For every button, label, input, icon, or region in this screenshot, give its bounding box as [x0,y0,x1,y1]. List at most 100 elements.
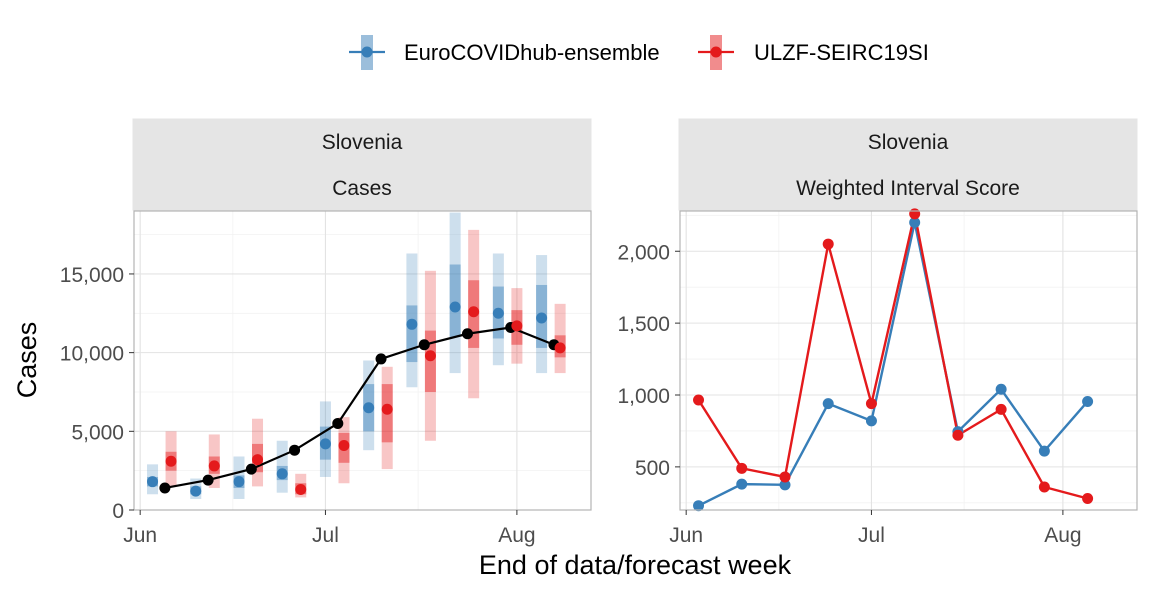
median-point-euro [406,318,418,330]
wis-y-tick-label: 500 [635,457,670,480]
cases-x-tick-label: Aug [498,524,535,547]
median-point-ulzf [381,403,393,415]
wis-point-ulzf [865,398,877,410]
observed-point [289,444,301,456]
legend-label-ulzf: ULZF-SEIRC19SI [754,40,929,65]
legend: EuroCOVIDhub-ensemble ULZF-SEIRC19SI [349,35,929,70]
interval-90-bar-euro [449,212,461,374]
observed-point [159,482,171,494]
cases-strip-top [132,118,592,165]
wis-point-ulzf [1038,481,1050,493]
wis-strip-top [678,118,1138,165]
wis-point-ulzf [1082,493,1094,504]
median-point-euro [319,438,331,450]
cases-strip-top-label: Slovenia [322,131,403,154]
observed-point [202,474,214,486]
median-point-ulzf [554,342,566,354]
wis-strip-bottom-label: Weighted Interval Score [796,177,1020,200]
cases-y-tick-label: 5,000 [71,421,124,444]
median-point-euro [449,301,461,313]
wis-strip-top-label: Slovenia [868,131,949,154]
median-point-ulzf [252,454,264,466]
interval-50-bar-ulzf [424,330,436,392]
wis-panel: Slovenia Weighted Interval Score 500 1,00… [617,118,1138,547]
wis-point-ulzf [995,403,1007,415]
wis-y-tick-label: 1,500 [617,313,670,336]
wis-point-ulzf [909,208,921,220]
median-point-euro [536,312,548,324]
median-point-ulzf [165,455,177,467]
wis-point-euro [995,383,1007,395]
wis-series-points [693,208,1094,512]
cases-y-tick-label: 10,000 [60,343,124,366]
cases-axes: 0 5,000 10,000 15,000 Jun Jul Aug [60,264,536,547]
observed-point [332,417,344,429]
median-point-euro [233,476,245,488]
cases-x-tick-label: Jun [123,524,157,547]
cases-observed-series [159,321,560,494]
interval-90-bar-ulzf [252,418,264,487]
median-point-euro [190,485,202,497]
cases-median-points [147,301,566,497]
wis-line-euro [697,222,1089,507]
interval-90-bar-ulzf [381,366,393,470]
median-point-ulzf [338,439,350,451]
wis-point-euro [693,500,705,512]
interval-90-bar-euro [276,440,288,493]
wis-x-tick-label: Jul [858,524,885,547]
observed-point [461,328,473,340]
median-point-ulzf [468,306,480,318]
wis-point-euro [1082,395,1094,407]
median-point-ulzf [511,320,523,332]
wis-grid [680,211,1137,510]
interval-50-bar-euro [406,305,418,363]
interval-90-bar-ulzf [554,303,566,374]
median-point-euro [147,476,159,488]
interval-50-bar-euro [449,264,461,337]
observed-point [245,463,257,475]
y-axis-title: Cases [12,322,42,399]
wis-point-euro [736,478,748,490]
wis-point-euro [865,415,877,427]
median-point-euro [492,307,504,319]
wis-point-ulzf [736,462,748,474]
cases-y-tick-label: 0 [112,500,124,523]
observed-point [418,339,430,351]
wis-point-euro [1038,445,1050,457]
cases-y-tick-label: 15,000 [60,264,124,287]
median-point-ulzf [424,350,436,362]
wis-point-ulzf [779,471,791,483]
legend-key-euro [349,35,385,70]
wis-point-ulzf [822,238,834,250]
cases-strip-bottom [132,164,592,211]
wis-axes: 500 1,000 1,500 2,000 Jun Jul Aug [617,241,1081,547]
wis-strip-bottom [678,164,1138,211]
wis-y-tick-label: 1,000 [617,385,670,408]
median-point-euro [363,402,375,414]
legend-label-euro: EuroCOVIDhub-ensemble [404,40,660,65]
median-point-ulzf [208,460,220,472]
wis-x-tick-label: Jun [669,524,703,547]
wis-y-tick-label: 2,000 [617,241,670,264]
median-point-ulzf [295,484,307,496]
legend-key-ulzf [698,35,734,70]
wis-panel-border [679,210,1138,511]
wis-point-euro [779,479,791,491]
observed-point [375,353,387,365]
cases-x-tick-label: Jul [312,524,339,547]
wis-series-lines [697,213,1089,507]
cases-strip-bottom-label: Cases [332,177,392,200]
wis-point-ulzf [693,394,705,406]
cases-grid [134,211,591,511]
wis-point-ulzf [952,429,964,441]
cases-panel: Slovenia Cases 0 5,000 10,000 15,000 Jun Jul A… [60,118,592,547]
wis-point-euro [909,217,921,228]
x-axis-title: End of data/forecast week [479,550,792,580]
cases-panel-border [133,210,592,511]
wis-x-tick-label: Aug [1044,524,1081,547]
observed-line [164,326,555,490]
wis-line-ulzf [697,213,1088,500]
wis-point-euro [822,398,834,410]
median-point-euro [276,468,288,480]
